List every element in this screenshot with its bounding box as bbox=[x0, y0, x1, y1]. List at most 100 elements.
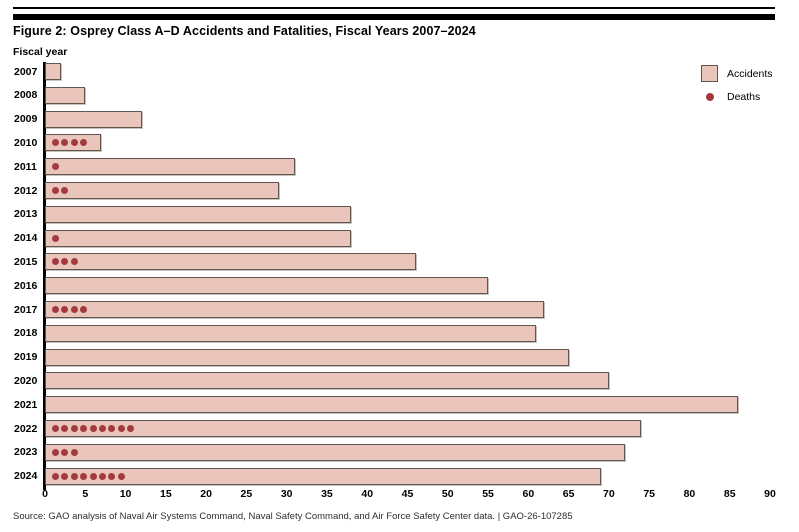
chart-row: 2009 bbox=[0, 110, 799, 128]
year-label: 2023 bbox=[14, 446, 38, 459]
year-label: 2019 bbox=[14, 351, 38, 364]
death-dot-icon bbox=[61, 187, 69, 194]
death-dot-icon bbox=[80, 472, 88, 480]
year-label: 2009 bbox=[14, 113, 38, 126]
year-label: 2018 bbox=[14, 327, 38, 340]
death-dot-icon bbox=[80, 139, 88, 147]
death-dot-icon bbox=[52, 425, 59, 432]
accidents-bar bbox=[45, 86, 85, 104]
death-dot-icon bbox=[70, 306, 78, 313]
x-tick-label: 10 bbox=[119, 488, 132, 500]
death-dot-icon bbox=[52, 187, 59, 194]
death-dot-icon bbox=[61, 448, 69, 456]
chart-row: 2010 bbox=[0, 134, 799, 152]
death-dot-icon bbox=[98, 425, 106, 432]
year-label: 2017 bbox=[14, 303, 38, 316]
deaths-dot-icon bbox=[706, 93, 714, 101]
chart-row: 2008 bbox=[0, 86, 799, 104]
death-dot-icon bbox=[70, 448, 78, 456]
death-dot-icon bbox=[117, 472, 125, 480]
x-tick-label: 35 bbox=[321, 488, 333, 500]
accidents-bar bbox=[45, 63, 61, 80]
accidents-bar bbox=[45, 324, 536, 342]
death-dot-icon bbox=[70, 258, 78, 266]
chart-row: 2023 bbox=[0, 443, 799, 461]
accidents-bar bbox=[45, 158, 295, 176]
death-dot-icon bbox=[52, 306, 59, 313]
x-tick-label: 30 bbox=[280, 488, 293, 500]
accidents-bar bbox=[45, 348, 569, 366]
year-label: 2022 bbox=[14, 422, 38, 435]
accidents-bar bbox=[45, 110, 142, 128]
year-label: 2013 bbox=[14, 208, 38, 221]
accidents-bar bbox=[45, 301, 544, 318]
x-tick-label: 40 bbox=[361, 488, 374, 500]
death-dot-icon bbox=[70, 425, 78, 432]
x-tick-label: 50 bbox=[441, 488, 454, 500]
x-tick-label: 5 bbox=[82, 488, 89, 500]
chart-row: 2024 bbox=[0, 467, 799, 485]
chart-row: 2018 bbox=[0, 324, 799, 342]
death-dot-icon bbox=[108, 425, 116, 432]
x-tick-label: 45 bbox=[401, 488, 414, 500]
x-tick-label: 60 bbox=[522, 488, 535, 500]
chart-row: 2017 bbox=[0, 301, 799, 318]
death-dot-icon bbox=[61, 472, 69, 480]
y-axis-title: Fiscal year bbox=[13, 46, 68, 58]
death-dot-icon bbox=[52, 258, 59, 266]
accidents-bar bbox=[45, 253, 416, 271]
chart-row: 2021 bbox=[0, 396, 799, 414]
year-label: 2024 bbox=[14, 470, 38, 483]
accidents-swatch-icon bbox=[701, 65, 718, 82]
year-label: 2014 bbox=[14, 232, 38, 245]
chart-row: 2013 bbox=[0, 205, 799, 223]
x-tick-label: 65 bbox=[562, 488, 575, 500]
accidents-bar bbox=[45, 372, 609, 390]
death-dot-icon bbox=[70, 139, 78, 147]
legend-item-accidents: Accidents bbox=[700, 65, 773, 82]
top-thick-band bbox=[13, 14, 775, 20]
x-axis-ticks: 0 5 10 15 20 25 30 35 40 45 50 55 60 65 70 75 80 85 90 bbox=[0, 488, 799, 502]
chart-row: 2019 bbox=[0, 348, 799, 366]
death-dot-icon bbox=[61, 139, 69, 147]
x-tick-label: 25 bbox=[240, 488, 253, 500]
legend-item-deaths: Deaths bbox=[700, 91, 760, 103]
death-dot-icon bbox=[80, 425, 88, 432]
plot-area: 2007 2008 2009 2010 2011 2012 2013 2014 2015 2016… bbox=[0, 62, 799, 492]
death-dot-icon bbox=[70, 472, 78, 480]
x-tick-label: 55 bbox=[482, 488, 494, 500]
year-label: 2010 bbox=[14, 136, 38, 149]
accidents-bar bbox=[45, 467, 601, 485]
death-dot-icon bbox=[89, 472, 97, 480]
chart-row: 2015 bbox=[0, 253, 799, 271]
year-label: 2016 bbox=[14, 279, 38, 292]
death-dot-icon bbox=[61, 306, 69, 313]
death-dot-icon bbox=[61, 425, 69, 432]
chart-row: 2020 bbox=[0, 372, 799, 390]
accidents-bar bbox=[45, 205, 351, 223]
year-label: 2015 bbox=[14, 255, 38, 268]
top-thin-rule bbox=[13, 7, 775, 9]
chart-row: 2014 bbox=[0, 229, 799, 247]
year-label: 2021 bbox=[14, 398, 38, 411]
death-dot-icon bbox=[61, 258, 69, 266]
death-dot-icon bbox=[52, 234, 59, 242]
death-dot-icon bbox=[52, 472, 59, 480]
source-note: Source: GAO analysis of Naval Air System… bbox=[13, 511, 573, 522]
death-dot-icon bbox=[52, 139, 59, 147]
chart-row: 2022 bbox=[0, 420, 799, 437]
y-axis-line bbox=[43, 62, 46, 490]
death-dot-icon bbox=[52, 448, 59, 456]
chart-row: 2011 bbox=[0, 158, 799, 176]
legend-deaths-label: Deaths bbox=[727, 91, 761, 103]
death-dot-icon bbox=[89, 425, 97, 432]
chart-row: 2007 bbox=[0, 63, 799, 80]
year-label: 2007 bbox=[14, 65, 38, 78]
x-tick-label: 80 bbox=[683, 488, 696, 500]
chart-row: 2016 bbox=[0, 277, 799, 295]
death-dot-icon bbox=[52, 163, 59, 171]
figure-title: Figure 2: Osprey Class A–D Accidents and… bbox=[13, 24, 476, 38]
year-label: 2020 bbox=[14, 374, 38, 387]
accidents-bar bbox=[45, 443, 625, 461]
